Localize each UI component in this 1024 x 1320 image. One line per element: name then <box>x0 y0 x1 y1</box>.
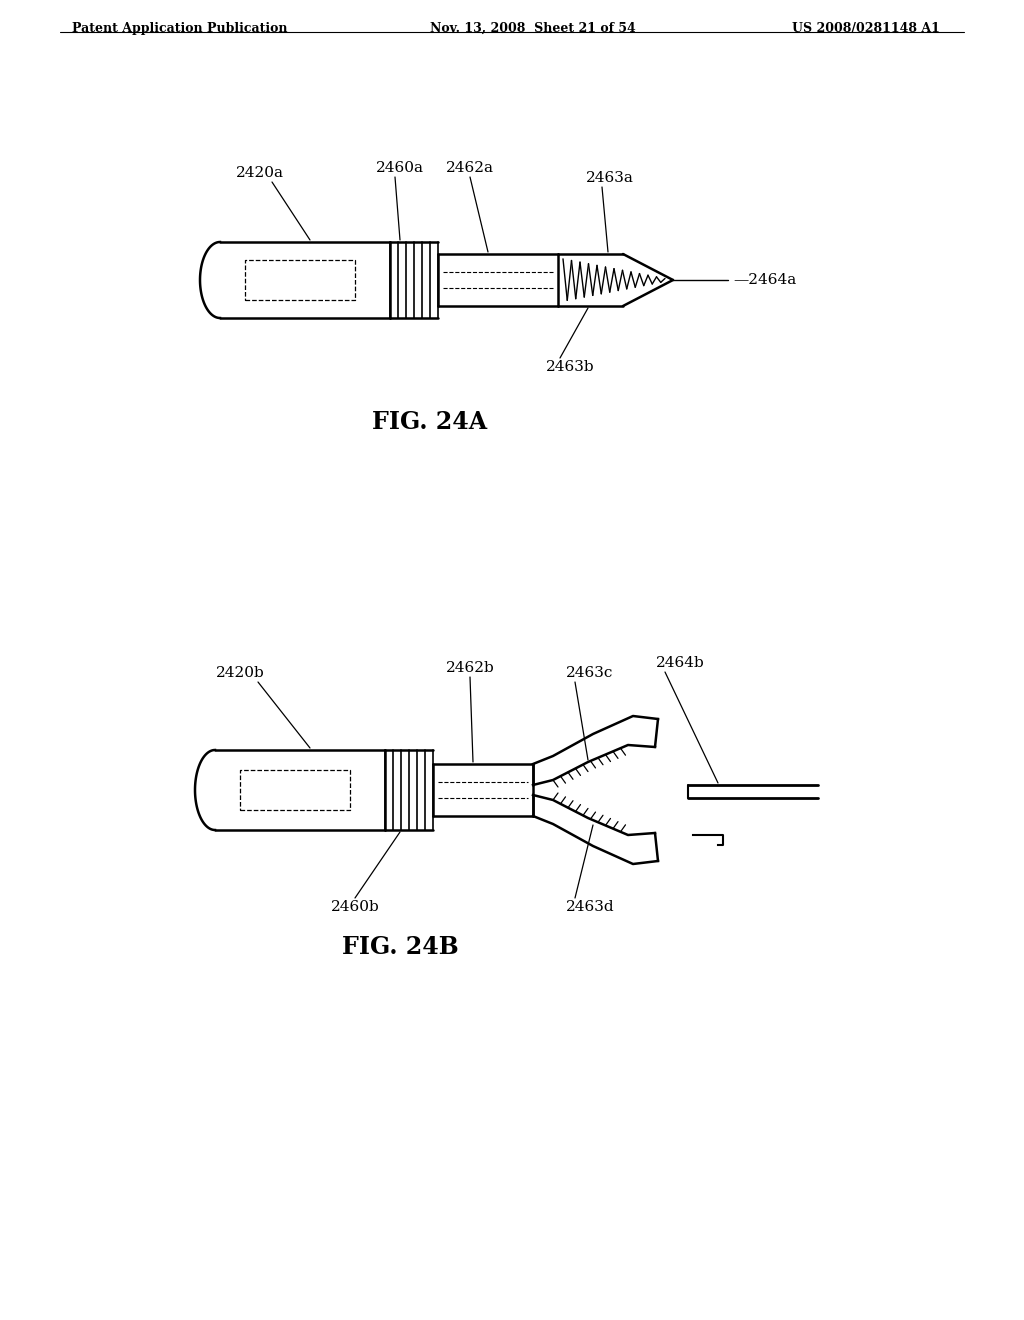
Text: 2462b: 2462b <box>445 661 495 675</box>
Text: 2463a: 2463a <box>586 172 634 185</box>
Text: 2420a: 2420a <box>236 166 284 180</box>
Text: US 2008/0281148 A1: US 2008/0281148 A1 <box>793 22 940 36</box>
Text: —2464a: —2464a <box>733 273 797 286</box>
Text: Patent Application Publication: Patent Application Publication <box>72 22 288 36</box>
Text: Nov. 13, 2008  Sheet 21 of 54: Nov. 13, 2008 Sheet 21 of 54 <box>430 22 636 36</box>
Text: 2460a: 2460a <box>376 161 424 176</box>
Text: FIG. 24A: FIG. 24A <box>373 411 487 434</box>
Text: 2460b: 2460b <box>331 900 379 913</box>
Text: 2420b: 2420b <box>216 667 264 680</box>
Text: 2463d: 2463d <box>565 900 614 913</box>
Text: 2463c: 2463c <box>566 667 613 680</box>
Text: 2463b: 2463b <box>546 360 594 374</box>
Text: 2464b: 2464b <box>655 656 705 671</box>
Text: 2462a: 2462a <box>446 161 494 176</box>
Text: FIG. 24B: FIG. 24B <box>342 935 459 960</box>
